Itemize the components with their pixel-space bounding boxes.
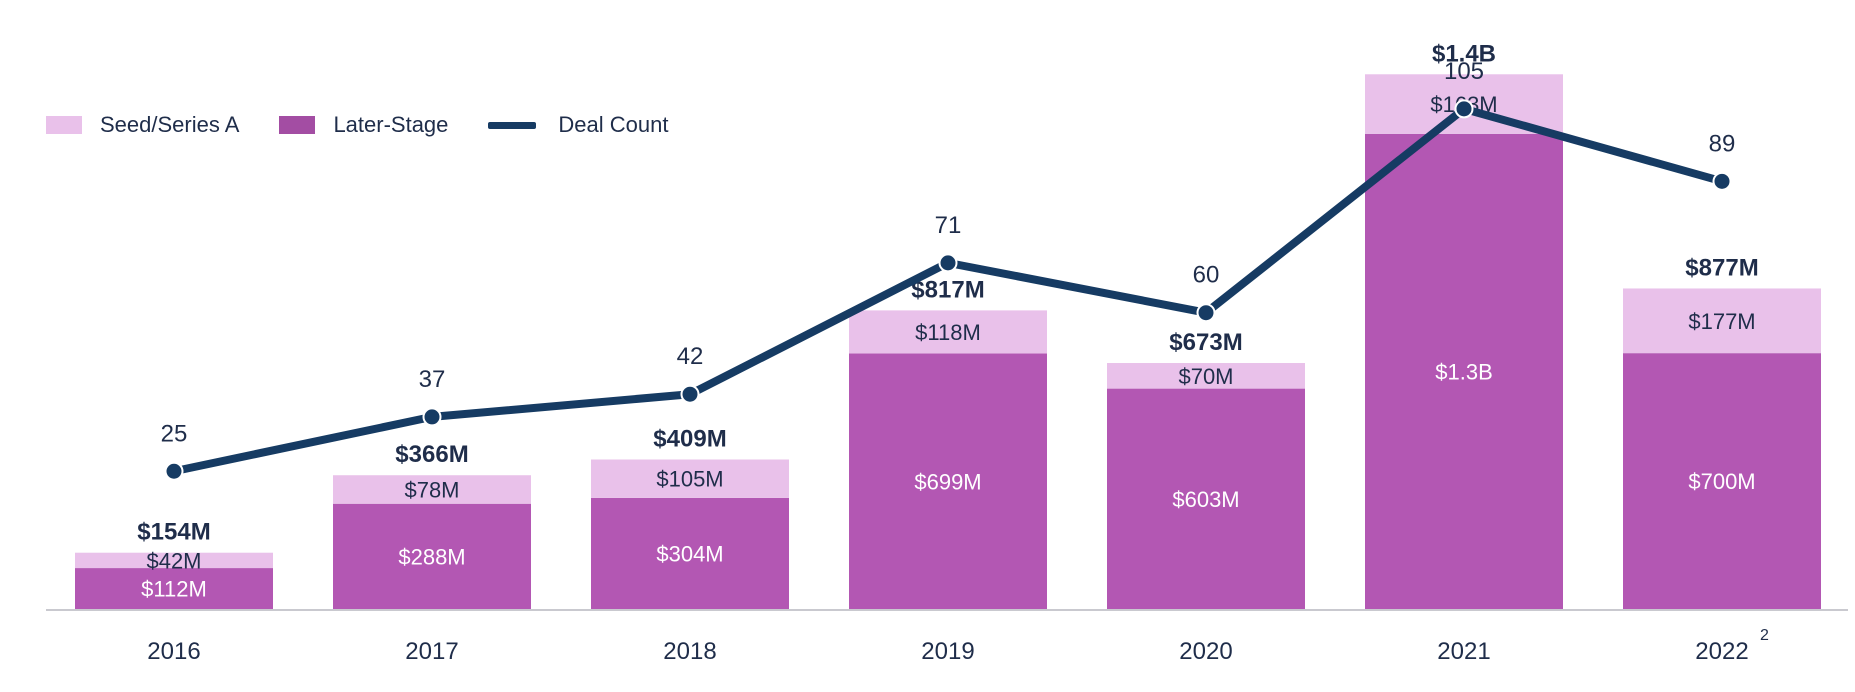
seed-value-label: $42M — [146, 548, 201, 573]
seed-value-label: $177M — [1688, 309, 1755, 334]
x-tick-label: 2022 — [1695, 638, 1748, 665]
deal-count-label: 25 — [161, 420, 188, 447]
later-stage-value-label: $1.3B — [1435, 359, 1493, 384]
bar-seed-series-a — [591, 459, 789, 498]
legend: Seed/Series A Later-Stage Deal Count — [46, 112, 708, 138]
seed-value-label: $105M — [656, 467, 723, 492]
x-tick-label: 2018 — [663, 638, 716, 665]
deal-count-label: 105 — [1444, 58, 1484, 85]
bar-later-stage — [1623, 353, 1821, 609]
x-tick-label: 2020 — [1179, 638, 1232, 665]
bar-later-stage — [849, 353, 1047, 609]
deal-count-point — [938, 253, 958, 273]
seed-value-label: $78M — [404, 477, 459, 502]
bar-seed-series-a — [1107, 363, 1305, 389]
later-stage-value-label: $288M — [398, 544, 465, 569]
deal-count-label: 60 — [1193, 262, 1220, 289]
bar-later-stage — [1107, 388, 1305, 609]
seed-value-label: $118M — [915, 320, 981, 345]
bar-seed-series-a — [849, 310, 1047, 354]
bar-later-stage — [591, 497, 789, 609]
footnote-marker: 2 — [1760, 627, 1769, 644]
later-stage-value-label: $603M — [1172, 487, 1239, 512]
later-swatch — [279, 116, 316, 134]
bar-seed-series-a — [333, 475, 531, 504]
deal-count-label: 37 — [419, 366, 446, 393]
bar-later-stage — [1365, 133, 1563, 609]
bar-seed-series-a — [1623, 288, 1821, 354]
legend-label-deal: Deal Count — [558, 112, 669, 137]
x-tick-label: 2019 — [921, 638, 974, 665]
x-tick-label: 2016 — [147, 638, 200, 665]
deal-count-point — [164, 461, 184, 481]
deal-count-label: 42 — [677, 343, 704, 370]
legend-label-seed: Seed/Series A — [100, 112, 240, 137]
deal-count-point — [422, 407, 442, 427]
x-tick-label: 2021 — [1437, 638, 1490, 665]
total-label: $673M — [1169, 329, 1242, 356]
deal-count-label: 89 — [1709, 130, 1736, 157]
deal-count-point — [1196, 303, 1216, 323]
deal-count-label: 71 — [935, 212, 962, 239]
bar-later-stage — [333, 503, 531, 609]
later-stage-value-label: $699M — [914, 469, 981, 494]
later-stage-value-label: $700M — [1688, 469, 1755, 494]
total-label: $817M — [911, 276, 984, 303]
legend-item-deal: Deal Count — [488, 112, 668, 138]
seed-value-label: $70M — [1178, 364, 1233, 389]
legend-item-seed: Seed/Series A — [46, 112, 239, 138]
deal-count-swatch — [488, 121, 537, 129]
total-label: $366M — [395, 441, 468, 468]
seed-swatch — [46, 116, 82, 134]
bar-seed-series-a — [75, 552, 273, 569]
legend-item-later: Later-Stage — [279, 112, 448, 138]
x-tick-label: 2017 — [405, 638, 458, 665]
total-label: $409M — [653, 426, 726, 453]
later-stage-value-label: $304M — [656, 541, 723, 566]
deal-count-point — [1454, 99, 1474, 119]
later-stage-value-label: $112M — [141, 577, 207, 602]
deal-count-point — [1712, 171, 1732, 191]
total-label: $877M — [1685, 254, 1758, 281]
deal-count-point — [680, 384, 700, 404]
bar-later-stage — [75, 568, 273, 609]
legend-label-later: Later-Stage — [333, 112, 449, 137]
total-label: $154M — [137, 519, 210, 546]
total-label: $1.4B — [1432, 40, 1496, 67]
